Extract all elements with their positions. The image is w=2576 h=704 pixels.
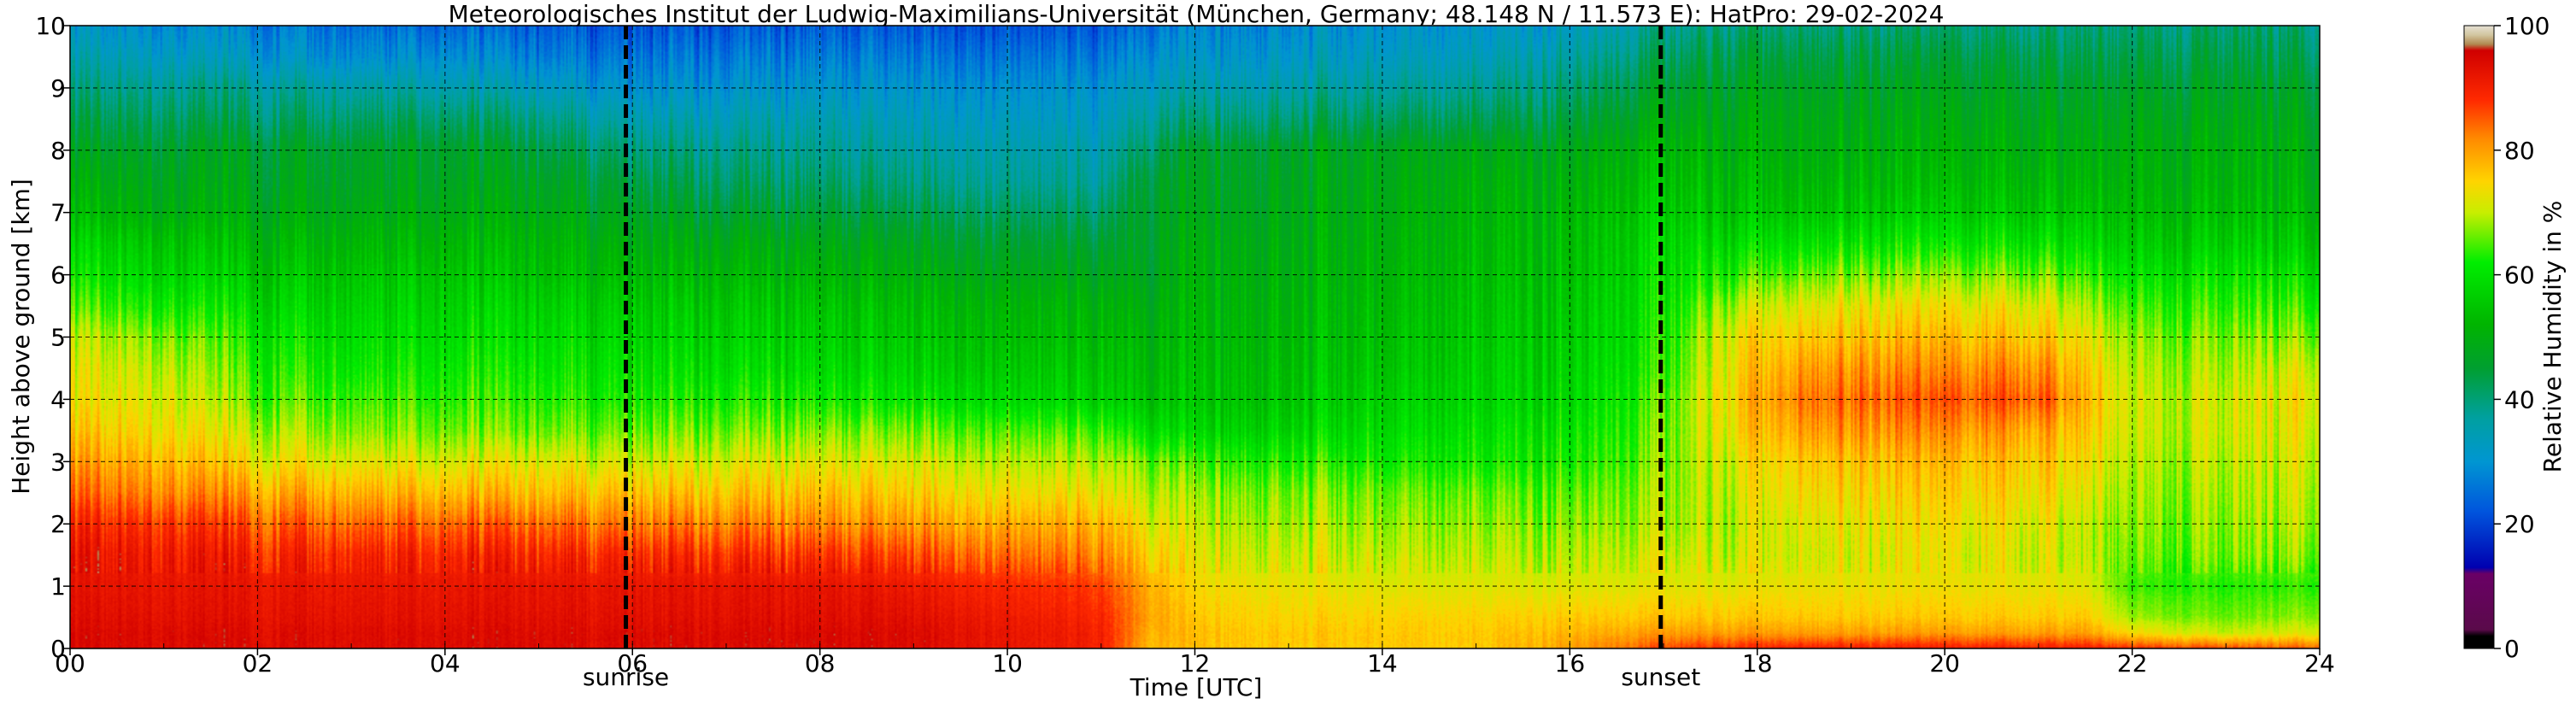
colorbar-label: Relative Humidity in % <box>2538 201 2567 473</box>
y-tick-label: 7 <box>50 199 66 227</box>
colorbar-tick-label: 0 <box>2504 635 2520 663</box>
x-tick-label: 16 <box>1555 649 1586 678</box>
x-tick-label: 18 <box>1742 649 1773 678</box>
colorbar-tick-label: 100 <box>2504 12 2550 40</box>
x-axis-ticks: 00 02 04 06 08 10 12 14 16 18 20 22 24 <box>55 648 2335 678</box>
colorbar-tick-label: 60 <box>2504 261 2535 290</box>
y-tick-label: 3 <box>50 448 66 476</box>
x-tick-label: 04 <box>430 649 461 678</box>
x-tick-label: 06 <box>617 649 648 678</box>
event-markers: sunrise sunset <box>583 26 1700 691</box>
y-tick-label: 8 <box>50 137 66 165</box>
y-tick-label: 4 <box>50 385 66 414</box>
y-tick-label: 1 <box>50 572 66 601</box>
y-tick-label: 10 <box>35 12 66 40</box>
colorbar-tick-label: 40 <box>2504 385 2535 414</box>
x-tick-label: 00 <box>55 649 85 678</box>
x-tick-label: 14 <box>1367 649 1398 678</box>
colorbar-tick-label: 80 <box>2504 137 2535 165</box>
x-tick-label: 12 <box>1180 649 1211 678</box>
colorbar-scale <box>2463 25 2495 649</box>
y-axis-label: Height above ground [km] <box>7 179 35 495</box>
x-tick-label: 24 <box>2304 649 2335 678</box>
y-tick-label: 6 <box>50 261 66 290</box>
x-tick-label: 10 <box>992 649 1023 678</box>
y-axis-ticks: 0 1 2 3 4 5 6 7 8 9 10 <box>35 12 70 663</box>
y-tick-label: 0 <box>50 635 66 663</box>
chart-title: Meteorologisches Institut der Ludwig-Max… <box>449 0 1945 28</box>
x-tick-label: 22 <box>2117 649 2148 678</box>
colorbar-ticks: 0 20 40 60 80 100 <box>2494 12 2550 663</box>
x-tick-label: 20 <box>1929 649 1960 678</box>
y-tick-label: 5 <box>50 324 66 352</box>
event-label-sunset: sunset <box>1621 663 1700 691</box>
y-tick-label: 9 <box>50 74 66 103</box>
grid-lines <box>69 26 2321 648</box>
y-tick-label: 2 <box>50 510 66 538</box>
colorbar: 0 20 40 60 80 100 Relative Humidity in % <box>2463 12 2567 663</box>
event-label-sunrise: sunrise <box>583 663 669 691</box>
x-axis-label: Time [UTC] <box>1130 673 1263 701</box>
plot-area: sunrise sunset <box>69 25 2321 691</box>
x-tick-label: 08 <box>805 649 836 678</box>
colorbar-tick-label: 20 <box>2504 510 2535 538</box>
x-tick-label: 02 <box>243 649 273 678</box>
